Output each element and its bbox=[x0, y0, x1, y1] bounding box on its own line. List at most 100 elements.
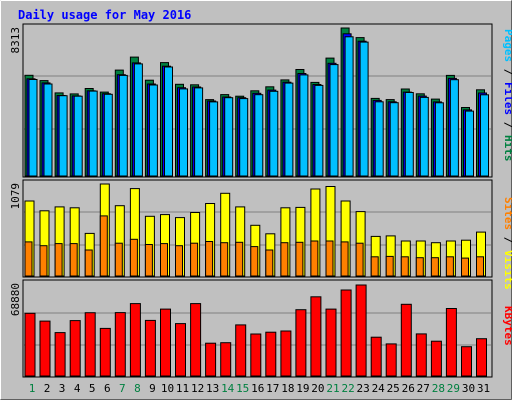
pages-bar bbox=[28, 79, 38, 177]
sites-bar bbox=[205, 241, 214, 277]
kbytes-bar bbox=[99, 327, 111, 377]
top-panel-ylabel: Pages / Files / Hits bbox=[502, 29, 512, 162]
sites-bar bbox=[235, 241, 244, 277]
day-label: 15 bbox=[236, 382, 249, 395]
day-label: 24 bbox=[372, 382, 386, 395]
day-label: 21 bbox=[326, 382, 339, 395]
pages-bar bbox=[58, 95, 68, 177]
pages-bar bbox=[133, 63, 143, 177]
sites-bar bbox=[84, 249, 93, 277]
pages-bar bbox=[179, 88, 188, 177]
middle-panel-max-label: 1079 bbox=[9, 183, 22, 210]
day-label: 20 bbox=[311, 382, 324, 395]
pages-bar bbox=[148, 84, 158, 177]
pages-bar bbox=[314, 84, 324, 177]
legend-separator: / bbox=[502, 237, 512, 244]
pages-bar bbox=[374, 101, 384, 177]
day-label: 26 bbox=[402, 382, 415, 395]
pages-bar bbox=[284, 82, 294, 177]
day-label: 8 bbox=[134, 382, 141, 395]
sites-bar bbox=[99, 215, 108, 277]
legend-hits: Hits bbox=[502, 135, 512, 162]
kbytes-bar bbox=[220, 342, 232, 377]
kbytes-bar bbox=[190, 303, 202, 377]
kbytes-bar bbox=[415, 333, 427, 377]
kbytes-bar bbox=[430, 340, 442, 377]
middle-panel-ylabel: Sites / Visits bbox=[502, 197, 512, 290]
kbytes-bar bbox=[160, 308, 171, 377]
day-label: 17 bbox=[266, 382, 279, 395]
kbytes-bar bbox=[400, 303, 412, 377]
day-label: 14 bbox=[221, 382, 235, 395]
day-label: 4 bbox=[74, 382, 81, 395]
pages-bar bbox=[254, 94, 264, 177]
sites-bar bbox=[190, 242, 199, 277]
sites-bar bbox=[295, 241, 304, 277]
day-axis-labels: 1 2 3 4 5 6 7 8 9 10 11 12 13 14 15 16 17 18 19 20 21 22 23 24 2… bbox=[29, 382, 490, 395]
kbytes-bar bbox=[295, 309, 307, 377]
sites-bar bbox=[114, 242, 123, 277]
kbytes-bar bbox=[445, 308, 457, 377]
day-label: 6 bbox=[104, 382, 111, 395]
day-label: 28 bbox=[432, 382, 445, 395]
kbytes-bar bbox=[385, 343, 397, 377]
kbytes-bar bbox=[114, 312, 126, 377]
kbytes-bar bbox=[129, 303, 141, 377]
day-label: 31 bbox=[477, 382, 490, 395]
kbytes-bar bbox=[250, 333, 262, 377]
day-label: 11 bbox=[176, 382, 189, 395]
kbytes-bar bbox=[280, 330, 292, 377]
kbytes-bar bbox=[39, 320, 51, 377]
pages-bar bbox=[224, 97, 234, 177]
kbytes-bar bbox=[461, 346, 472, 377]
sites-bar bbox=[370, 256, 379, 277]
day-label: 23 bbox=[356, 382, 369, 395]
sites-bar bbox=[265, 249, 274, 277]
day-label: 16 bbox=[251, 382, 264, 395]
sites-bar bbox=[400, 256, 409, 277]
pages-bar bbox=[434, 102, 444, 177]
sites-bar bbox=[325, 240, 334, 277]
pages-bar bbox=[359, 41, 369, 177]
sites-bar bbox=[476, 256, 484, 277]
chart-title: Daily usage for May 2016 bbox=[18, 8, 191, 22]
kbytes-bar bbox=[265, 331, 277, 377]
kbytes-bar bbox=[235, 324, 247, 377]
pages-bar bbox=[43, 83, 53, 177]
day-label: 29 bbox=[447, 382, 460, 395]
day-label: 10 bbox=[161, 382, 174, 395]
kbytes-bar bbox=[175, 323, 186, 377]
day-label: 25 bbox=[387, 382, 400, 395]
kbytes-bar bbox=[205, 342, 217, 377]
kbytes-bar bbox=[370, 336, 382, 377]
pages-bar bbox=[118, 74, 128, 177]
day-label: 27 bbox=[417, 382, 430, 395]
kbytes-bar bbox=[310, 296, 322, 377]
day-label: 18 bbox=[281, 382, 294, 395]
day-label: 7 bbox=[119, 382, 126, 395]
sites-bar bbox=[430, 257, 439, 277]
pages-bar bbox=[329, 64, 339, 177]
sites-bar bbox=[39, 245, 48, 277]
sites-bar bbox=[445, 256, 454, 277]
pages-bar bbox=[194, 87, 204, 177]
legend-pages: Pages bbox=[502, 29, 512, 62]
sites-bar bbox=[160, 243, 168, 277]
day-label: 13 bbox=[206, 382, 219, 395]
day-label: 3 bbox=[59, 382, 66, 395]
kbytes-panel: 68880 KBytes bbox=[9, 279, 512, 378]
pages-bar bbox=[389, 102, 399, 177]
sites-bar bbox=[385, 255, 394, 277]
sites-bar bbox=[340, 241, 349, 277]
kbytes-bar bbox=[84, 312, 96, 377]
sites-bar bbox=[415, 257, 424, 277]
sites-bar bbox=[250, 246, 259, 277]
sites-bar bbox=[220, 242, 229, 277]
pages-bar bbox=[465, 110, 474, 177]
kbytes-bar bbox=[69, 320, 81, 377]
pages-bar bbox=[480, 94, 489, 177]
sites-bar bbox=[69, 243, 78, 277]
pages-bar bbox=[88, 90, 98, 177]
kbytes-bar bbox=[144, 319, 156, 377]
